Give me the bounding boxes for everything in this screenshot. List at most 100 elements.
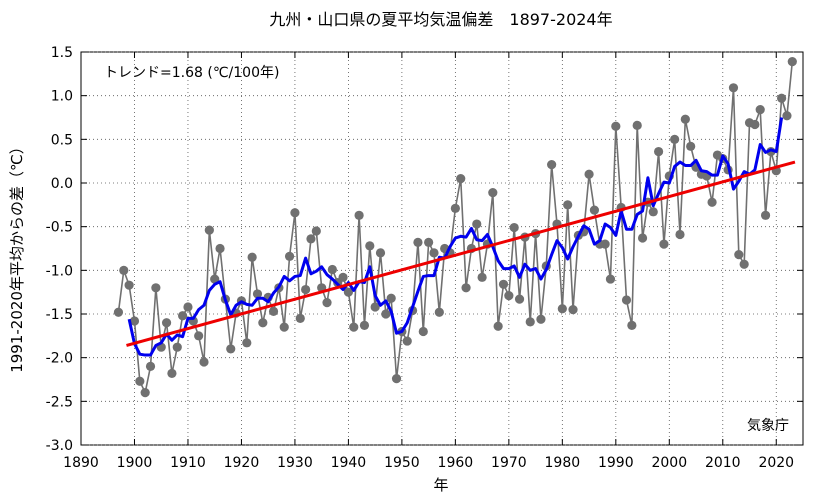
annual-data-point: [450, 203, 460, 213]
annual-data-point: [145, 361, 156, 371]
y-tick-label: 1.5: [51, 45, 73, 61]
annual-data-point: [787, 57, 797, 67]
annual-data-point: [172, 342, 182, 352]
annual-data-point: [135, 376, 145, 386]
annual-data-point: [113, 307, 124, 317]
annual-data-point: [461, 283, 471, 293]
x-tick-label: 1980: [545, 455, 581, 471]
source-annotation: 気象庁: [747, 418, 789, 434]
annual-data-point: [252, 289, 263, 299]
annual-data-point: [215, 243, 225, 254]
annual-data-point: [204, 225, 214, 235]
annual-data-point: [284, 251, 295, 261]
annual-data-point: [734, 250, 744, 260]
annual-data-point: [707, 197, 717, 207]
annual-data-point: [434, 307, 444, 317]
annual-data-point: [504, 291, 514, 301]
y-tick-label: 1.0: [51, 89, 73, 105]
annual-data-point: [627, 320, 637, 330]
annual-data-point: [301, 284, 311, 295]
annual-data-point: [151, 283, 161, 293]
x-tick-label: 2020: [758, 455, 794, 471]
annual-data-point: [290, 208, 300, 218]
annual-data-point: [391, 374, 402, 384]
annual-data-point: [589, 205, 600, 215]
annual-data-point: [167, 368, 177, 378]
annual-data-point: [536, 314, 546, 324]
annual-data-point: [750, 119, 760, 130]
annual-data-point: [119, 265, 129, 275]
annual-data-point: [359, 320, 370, 330]
annual-data-point: [386, 293, 396, 303]
trend-line: [126, 160, 796, 347]
annual-data-point: [268, 306, 279, 316]
annual-data-point: [728, 83, 739, 93]
annual-data-point: [124, 280, 134, 290]
annual-data-point: [675, 229, 685, 240]
annual-data-point: [686, 141, 696, 151]
annual-data-point: [509, 222, 519, 233]
annual-data-point: [258, 318, 268, 328]
annual-data-point: [563, 200, 573, 210]
annual-data-point: [621, 295, 632, 305]
annual-data-point: [648, 207, 658, 217]
annual-data-point: [498, 279, 509, 289]
x-tick-label: 1930: [277, 455, 313, 471]
annual-data-point: [584, 169, 594, 179]
annual-data-point: [670, 134, 680, 144]
annual-data-point: [178, 311, 188, 321]
annual-data-point: [547, 160, 557, 170]
annual-data-point: [210, 274, 220, 284]
y-tick-label: -2.0: [46, 351, 73, 367]
annual-data-point: [343, 287, 354, 297]
annual-data-point: [782, 111, 792, 121]
x-tick-label: 1910: [170, 455, 206, 471]
annual-data-point: [605, 274, 616, 284]
y-tick-label: 0.0: [51, 176, 73, 192]
annual-data-point: [354, 210, 364, 220]
annual-data-point: [279, 322, 289, 332]
annual-data-point: [327, 264, 337, 275]
annual-data-point: [472, 219, 482, 229]
annual-data-point: [413, 237, 423, 247]
annual-data-point: [777, 93, 787, 103]
annual-data-point: [242, 338, 252, 348]
annual-data-point: [637, 233, 648, 243]
x-tick-label: 1960: [438, 455, 474, 471]
x-tick-label: 1950: [384, 455, 420, 471]
annual-data-point: [311, 226, 321, 236]
annual-data-point: [226, 344, 236, 354]
annual-data-point: [129, 316, 140, 326]
y-tick-label: -1.0: [46, 263, 73, 279]
trend-annotation: トレンド=1.68 (℃/100年): [104, 65, 279, 81]
annual-data-point: [424, 237, 434, 247]
data-series: [113, 57, 797, 398]
annual-data-point: [739, 259, 749, 269]
annual-data-point: [568, 305, 578, 315]
annual-data-point: [306, 234, 316, 244]
annual-data-point: [365, 241, 375, 251]
annual-data-point: [760, 210, 771, 220]
x-tick-label: 1970: [491, 455, 527, 471]
annual-data-point: [295, 313, 305, 323]
annual-data-point: [183, 302, 193, 312]
annual-data-point: [680, 114, 690, 124]
annual-data-point: [488, 188, 498, 198]
y-tick-label: -3.0: [46, 438, 73, 454]
annual-data-point: [247, 252, 257, 262]
annual-data-point: [654, 146, 664, 157]
y-axis-label: 1991-2020年平均からの差（℃）: [8, 139, 26, 373]
y-tick-label: -2.5: [46, 394, 73, 410]
annual-data-point: [514, 294, 525, 304]
gridlines: [81, 51, 803, 446]
x-tick-label: 1920: [224, 455, 260, 471]
annual-data-point: [381, 309, 391, 319]
annual-data-point: [199, 357, 209, 367]
y-tick-label: -1.5: [46, 307, 73, 323]
x-tick-label: 2010: [705, 455, 741, 471]
annual-data-point: [418, 326, 428, 337]
annual-data-point: [349, 322, 359, 332]
moving-average-line: [127, 117, 784, 357]
